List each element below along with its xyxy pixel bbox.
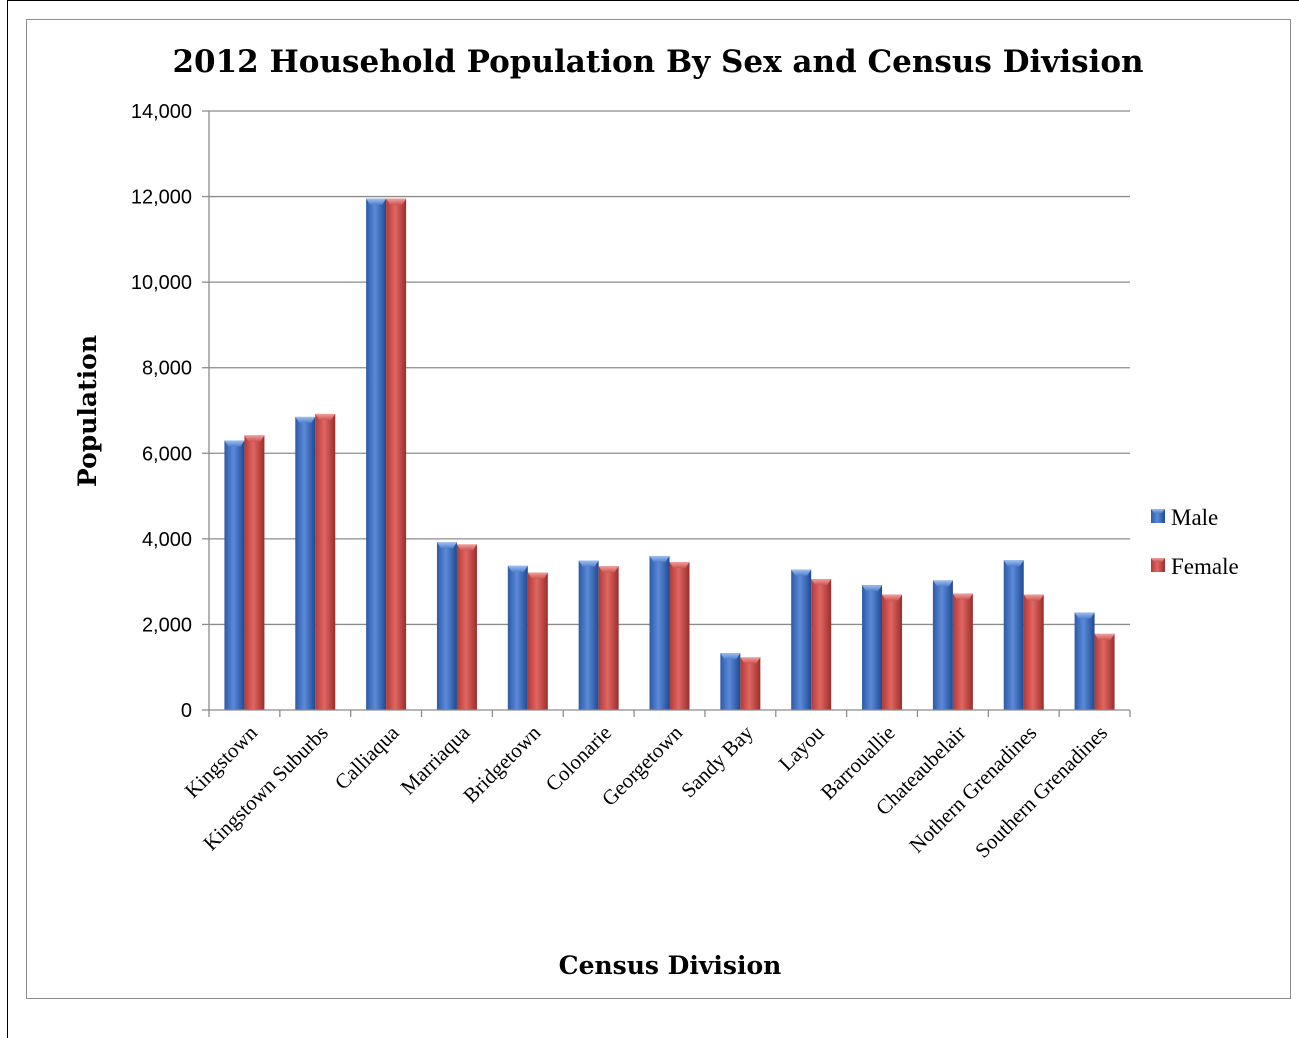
bar-male (720, 653, 741, 710)
axes (208, 111, 1131, 717)
y-tick-label: 14,000 (131, 101, 192, 123)
y-axis-title: Population (73, 335, 102, 487)
y-tick-label: 2,000 (142, 614, 192, 636)
chart-title: 2012 Household Population By Sex and Cen… (172, 44, 1143, 80)
bar-cap-male (366, 198, 387, 205)
bar-female (669, 561, 690, 710)
bar-cap-female (1094, 633, 1115, 640)
bar-female (740, 657, 761, 710)
gridlines (202, 110, 1130, 711)
bar-cap-male (1074, 612, 1095, 619)
bar-male (649, 555, 670, 710)
y-tick-label: 0 (181, 700, 192, 722)
bar-male (436, 542, 457, 710)
bar-female (1023, 594, 1044, 710)
bar-cap-male (578, 560, 599, 567)
bar-female (952, 593, 973, 710)
bar-male (295, 416, 316, 710)
legend-swatch-cap (1151, 558, 1165, 562)
bar-cap-male (1003, 560, 1024, 567)
bar-cap-male (720, 653, 741, 660)
bar-male (1003, 560, 1024, 710)
page-edge (7, 0, 1299, 1038)
bar-cap-female (740, 657, 761, 664)
category-label: Southern Grenadines (970, 721, 1112, 863)
x-axis-title: Census Division (559, 951, 782, 980)
category-label: Sandy Bay (676, 720, 758, 802)
bar-cap-female (315, 413, 336, 420)
bar-cap-female (882, 594, 903, 601)
category-label: Kingstown Suburbs (198, 721, 333, 856)
bar-female (386, 198, 407, 711)
bar-male (578, 560, 599, 710)
bar-female (315, 413, 336, 710)
y-tick-label: 12,000 (131, 187, 192, 209)
bar-male (932, 580, 953, 710)
y-tick-label: 8,000 (142, 358, 192, 380)
bar-male (224, 440, 245, 710)
bar-male (366, 198, 387, 711)
category-label: Calliaqua (330, 720, 404, 794)
bar-female (1094, 633, 1115, 710)
bar-female (811, 579, 832, 710)
bar-male (507, 565, 528, 710)
legend-swatch-cap (1151, 509, 1165, 513)
bar-cap-male (932, 580, 953, 587)
bar-cap-male (862, 585, 883, 592)
bar-cap-male (649, 555, 670, 562)
bar-cap-female (811, 579, 832, 586)
bar-male (791, 569, 812, 710)
y-tick-label: 10,000 (131, 272, 192, 294)
bar-cap-female (669, 561, 690, 568)
bar-cap-female (244, 435, 265, 442)
legend: Male Female (1151, 505, 1239, 579)
bar-cap-male (436, 542, 457, 549)
bar-male (1074, 612, 1095, 710)
bar-female (456, 544, 477, 710)
legend-label-male: Male (1171, 505, 1218, 530)
bar-female (527, 572, 548, 710)
y-tick-label: 6,000 (142, 443, 192, 465)
bar-female (882, 594, 903, 710)
bar-female (598, 566, 619, 710)
bar-cap-female (598, 566, 619, 573)
category-label: Nothern Grenadines (904, 721, 1041, 858)
bar-cap-female (952, 593, 973, 600)
category-label: Layou (774, 720, 829, 775)
bar-cap-male (295, 416, 316, 423)
y-tick-label: 4,000 (142, 529, 192, 551)
bar-cap-female (456, 544, 477, 551)
bar-cap-female (1023, 594, 1044, 601)
bar-cap-male (224, 440, 245, 447)
y-axis-ticks: 0 2,000 4,000 6,000 8,000 10,000 12,000 14,000 (131, 101, 192, 722)
bar-cap-male (507, 565, 528, 572)
legend-label-female: Female (1171, 554, 1239, 579)
bars (224, 198, 1115, 711)
bar-female (244, 435, 265, 710)
bar-cap-female (527, 572, 548, 579)
bar-cap-female (386, 198, 407, 205)
category-label: Bridgetown (458, 720, 545, 807)
bar-cap-male (791, 569, 812, 576)
bar-male (862, 585, 883, 710)
